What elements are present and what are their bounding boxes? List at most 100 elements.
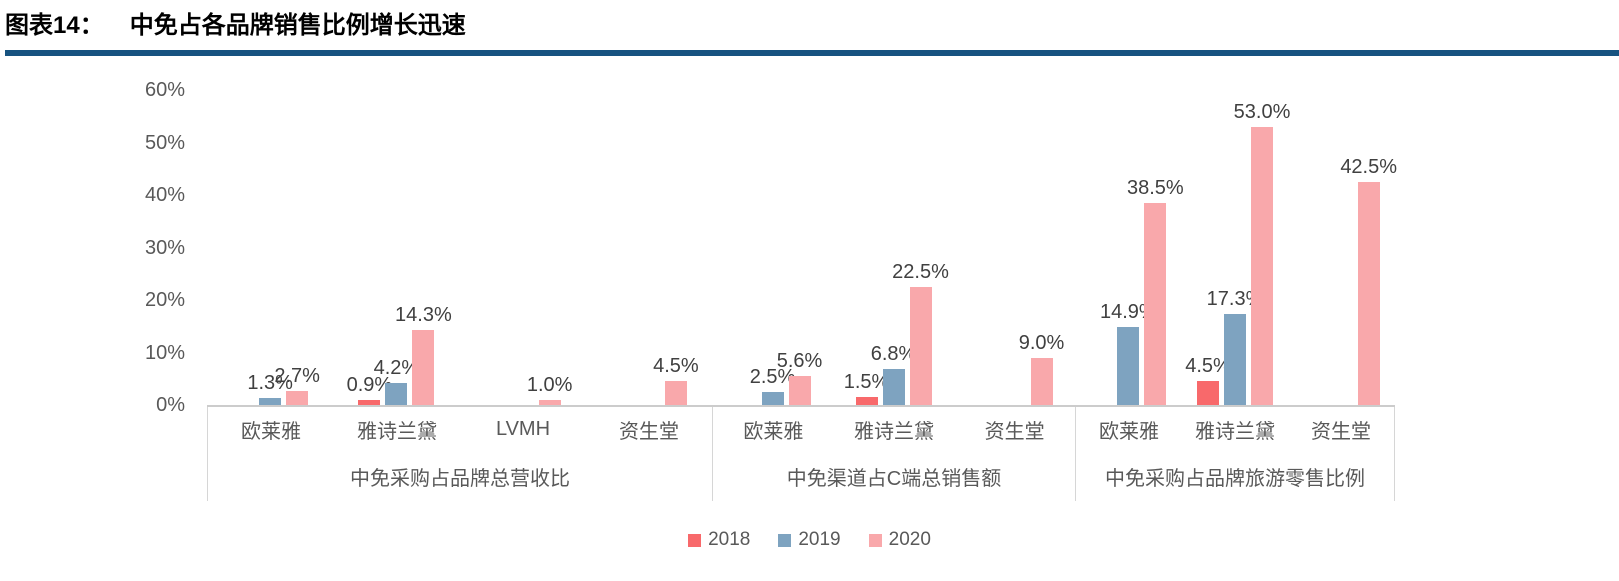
series-slot: 6.8%: [871, 343, 916, 405]
bar-group: 14.9% 38.5% 4.5% 17.3% 53.0% 42.5%: [1075, 90, 1397, 405]
bar-value-label: 4.2%: [373, 356, 420, 379]
bar-2018: 4.5%: [1185, 355, 1231, 405]
series-slot: 38.5%: [1127, 177, 1184, 405]
bar-value-label: 6.8%: [870, 343, 917, 366]
category-label-row: 欧莱雅 雅诗兰黛 LVMH 资生堂: [208, 407, 712, 452]
y-axis: 0% 10% 20% 30% 40% 50% 60%: [0, 79, 207, 416]
figure-title: 中免占各品牌销售比例增长迅速: [129, 12, 466, 39]
bar-2020: 14.3%: [395, 304, 452, 405]
category-label: 雅诗兰黛: [854, 421, 934, 443]
category-label: 资生堂: [619, 421, 679, 443]
bar-2019: 1.3%: [247, 372, 293, 405]
bar-2019: 17.3%: [1207, 288, 1263, 405]
bar-2018: 0.9%: [347, 374, 392, 405]
figure-number-label: 图表14：: [5, 12, 104, 39]
bar-2020: 1.0%: [527, 374, 572, 405]
category-cell: 1.5% 6.8% 22.5%: [833, 90, 954, 405]
series-slot: 1.0%: [527, 374, 572, 405]
series-slot: 14.9%: [1100, 301, 1157, 405]
bar-group: 1.3% 2.7% 0.9% 4.2% 14.3% 1.0% 4.5%: [207, 90, 712, 405]
bars-area: 1.3% 2.7% 0.9% 4.2% 14.3% 1.0% 4.5% 2.5% 5.6% 1.5…: [207, 90, 1397, 405]
series-slot: 0.9%: [347, 374, 392, 405]
series-slot: 2.7%: [274, 365, 320, 405]
category-axis: 欧莱雅 雅诗兰黛 LVMH 资生堂 中免采购占品牌总营收比 欧莱雅 雅诗兰黛 资生堂 中免渠道占…: [207, 405, 1395, 501]
legend-label: 2019: [798, 529, 841, 550]
bar-value-label: 42.5%: [1340, 155, 1398, 178]
series-slot: 4.2%: [374, 357, 419, 405]
series-slot: 2.5%: [750, 366, 795, 405]
legend-swatch: [868, 533, 882, 547]
bar-2019: 2.5%: [750, 366, 795, 405]
category-label: 资生堂: [984, 421, 1045, 443]
legend-item-2020: 2020: [868, 529, 931, 551]
legend-label: 2018: [708, 529, 751, 550]
bar-group: 2.5% 5.6% 1.5% 6.8% 22.5% 9.0%: [712, 90, 1075, 405]
category-label-row: 欧莱雅 雅诗兰黛 资生堂: [713, 407, 1075, 452]
legend-label: 2020: [888, 529, 931, 550]
bar-value-label: 1.3%: [247, 372, 293, 395]
category-label: 欧莱雅: [241, 421, 301, 443]
category-cell: 42.5%: [1288, 90, 1397, 405]
bar-2020: 5.6%: [777, 350, 822, 405]
plot-row: 0% 10% 20% 30% 40% 50% 60% 1.3% 2.7% 0.9% 4.2% 14.…: [0, 79, 1619, 501]
axis-group: 欧莱雅 雅诗兰黛 资生堂中免渠道占C端总销售额: [712, 407, 1075, 501]
axis-group-label: 中免渠道占C端总销售额: [786, 468, 1002, 490]
series-slot: 5.6%: [777, 350, 822, 405]
plot-area: 1.3% 2.7% 0.9% 4.2% 14.3% 1.0% 4.5% 2.5% 5.6% 1.5…: [207, 90, 1397, 501]
category-label: 资生堂: [1311, 421, 1371, 443]
series-slot: 1.3%: [247, 372, 293, 405]
series-slot: 17.3%: [1207, 288, 1263, 405]
series-slot: 1.5%: [844, 371, 889, 405]
bar-2020: 9.0%: [1019, 332, 1064, 405]
series-slot: 4.5%: [653, 355, 699, 405]
bar-value-label: 14.9%: [1099, 300, 1157, 323]
category-cell: 2.5% 5.6%: [712, 90, 833, 405]
category-cell: 4.5% 17.3% 53.0%: [1182, 90, 1290, 405]
y-tick-label: 40%: [144, 184, 185, 206]
y-tick-label: 60%: [144, 79, 185, 101]
bar-value-label: 2.7%: [274, 364, 320, 387]
bar-value-label: 38.5%: [1126, 176, 1184, 199]
bar-2020: 2.7%: [274, 365, 320, 405]
bar-value-label: 14.3%: [395, 303, 452, 326]
bar-2020: 42.5%: [1340, 156, 1397, 405]
category-cell: 14.9% 38.5%: [1075, 90, 1184, 405]
bar-value-label: 53.0%: [1233, 100, 1291, 123]
bar-value-label: 5.6%: [776, 349, 823, 372]
legend-item-2019: 2019: [778, 529, 841, 551]
category-label: 欧莱雅: [743, 421, 804, 443]
figure-title-row: 图表14： 中免占各品牌销售比例增长迅速: [5, 11, 1619, 41]
bar-value-label: 9.0%: [1018, 331, 1065, 354]
category-label-row: 欧莱雅 雅诗兰黛 资生堂: [1076, 407, 1394, 452]
category-label: 雅诗兰黛: [1195, 421, 1275, 443]
axis-group-label: 中免采购占品牌旅游零售比例: [1105, 468, 1365, 490]
legend-swatch: [778, 533, 792, 547]
bar-2019: 6.8%: [871, 343, 916, 405]
bar-2018: 1.5%: [844, 371, 889, 405]
bar-value-label: 17.3%: [1206, 288, 1264, 311]
category-label: 欧莱雅: [1099, 421, 1159, 443]
bar-value-label: 22.5%: [892, 260, 949, 283]
series-slot: 4.5%: [1185, 355, 1231, 405]
series-slot: 42.5%: [1340, 156, 1397, 405]
category-label: LVMH: [495, 418, 551, 440]
series-slot: 14.3%: [395, 304, 452, 405]
axis-group: 欧莱雅 雅诗兰黛 资生堂中免采购占品牌旅游零售比例: [1075, 407, 1395, 501]
bar-2020: 4.5%: [653, 355, 699, 405]
axis-group: 欧莱雅 雅诗兰黛 LVMH 资生堂 中免采购占品牌总营收比: [207, 407, 712, 501]
legend: 2018 2019 2020: [0, 529, 1619, 551]
bar-value-label: 4.5%: [653, 355, 699, 378]
bar-2020: 53.0%: [1234, 101, 1290, 405]
bar-value-label: 4.5%: [1185, 355, 1231, 378]
category-label: 雅诗兰黛: [357, 421, 437, 443]
series-slot: 9.0%: [1019, 332, 1064, 405]
figure-header: 图表14： 中免占各品牌销售比例增长迅速: [0, 0, 1619, 56]
legend-item-2018: 2018: [688, 529, 750, 551]
category-cell: 4.5%: [586, 90, 712, 405]
series-slot: 53.0%: [1234, 101, 1290, 405]
series-slot: 22.5%: [892, 261, 949, 405]
bar-2020: 22.5%: [892, 261, 949, 405]
y-tick-label: 0%: [156, 394, 185, 416]
category-cell: 1.0%: [460, 90, 586, 405]
bar-value-label: 2.5%: [749, 365, 796, 388]
